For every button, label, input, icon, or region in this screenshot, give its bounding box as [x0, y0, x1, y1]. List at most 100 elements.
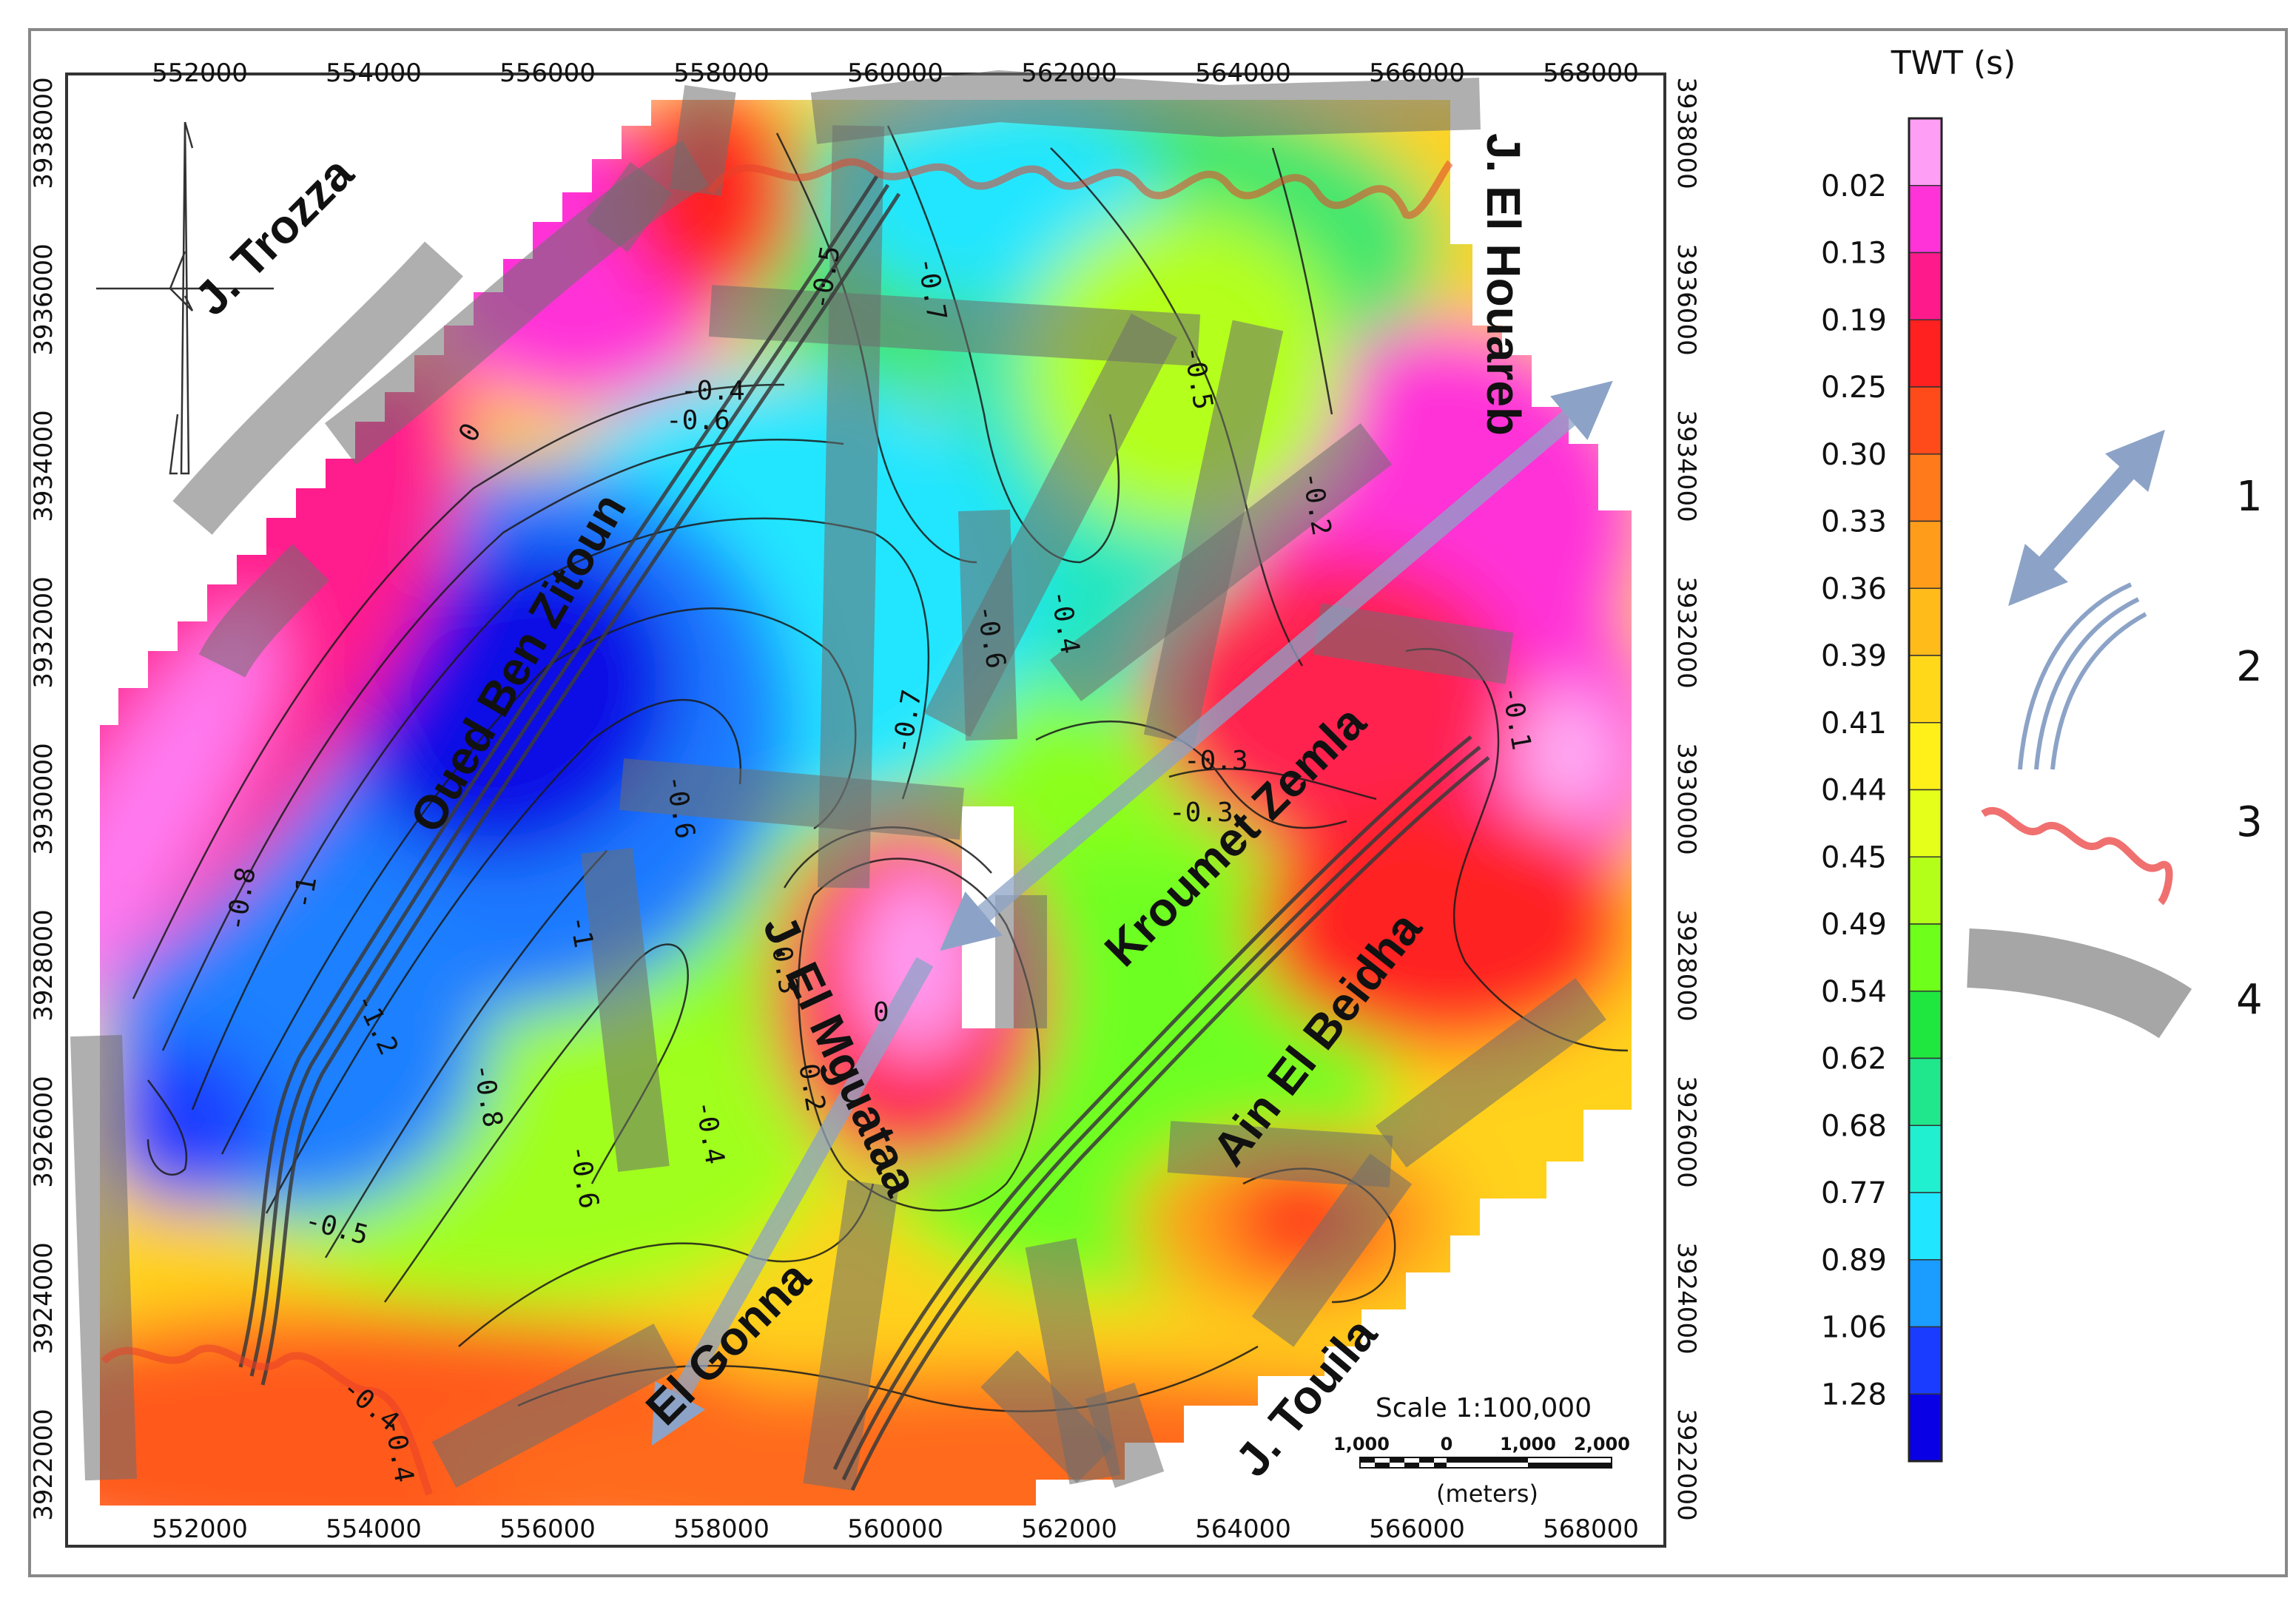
legend-number: 1: [2236, 473, 2263, 521]
colorbar-tick-label: 0.41: [1821, 707, 1887, 741]
contour-lines: [132, 125, 1629, 1412]
colorbar-tick-label: 0.49: [1821, 908, 1887, 942]
x-tick-label: 558000: [673, 1514, 770, 1544]
legend-number: 3: [2236, 798, 2263, 846]
double-arrow-icon: [2008, 429, 2165, 607]
scale-title: Scale 1:100,000: [1376, 1393, 1592, 1423]
colorbar-cell: [1908, 454, 1942, 522]
y-tick-label: 3926000: [1671, 1076, 1701, 1187]
anticline-arrows: [651, 380, 1613, 1446]
colorbar-tick-label: 0.39: [1821, 639, 1887, 673]
colorbar-tick-label: 1.06: [1821, 1311, 1887, 1345]
x-tick-label: 566000: [1369, 58, 1465, 88]
x-tick-label: 568000: [1543, 1514, 1639, 1544]
x-tick-label: 554000: [326, 1514, 422, 1544]
y-tick-label: 3924000: [1671, 1242, 1701, 1354]
x-tick-label: 552000: [152, 1514, 248, 1544]
x-tick-label: 552000: [152, 58, 248, 88]
contour-label: -1: [563, 913, 599, 950]
x-tick-label: 556000: [499, 1514, 596, 1544]
colorbar-cell: [1908, 1057, 1942, 1126]
wavy-lines: [101, 158, 1453, 1496]
colorbar-cell: [1908, 252, 1942, 320]
symbol-legend: 1 2 3 4: [1967, 429, 2263, 1039]
y-tick-label: 3930000: [29, 743, 58, 854]
colorbar-cell: [1908, 319, 1942, 388]
wavy-line-icon: [1981, 806, 2173, 906]
colorbar-tick-label: 0.02: [1821, 169, 1887, 203]
colorbar-tick-label: 0.45: [1821, 840, 1887, 874]
x-tick-label: 564000: [1195, 58, 1291, 88]
y-tick-label: 3934000: [29, 410, 58, 522]
x-tick-label: 558000: [673, 58, 770, 88]
colorbar-cell: [1908, 185, 1942, 254]
colorbar-tick-label: 0.30: [1821, 438, 1887, 472]
contour-label: -0.3: [1169, 798, 1233, 828]
y-tick-label: 3932000: [1671, 576, 1701, 688]
y-tick-label: 3926000: [29, 1076, 58, 1187]
triple-line-icon: [2018, 582, 2147, 770]
colorbar-title: TWT (s): [1891, 44, 2016, 82]
y-tick-label: 3924000: [29, 1242, 58, 1354]
colorbar-cell: [1908, 1326, 1942, 1395]
colorbar-tick-label: 0.36: [1821, 572, 1887, 606]
colorbar-cell: [1908, 118, 1942, 186]
colorbar-cell: [1908, 1125, 1942, 1193]
colorbar-tick-label: 0.25: [1821, 371, 1887, 405]
scale-tick-label: 2,000: [1574, 1434, 1630, 1454]
place-name-j-el-houareb: J. El Houareb: [1477, 133, 1530, 436]
colorbar-tick-label: 0.89: [1821, 1244, 1887, 1278]
contour-label: -0.3: [1184, 746, 1248, 776]
colorbar-tick-label: 0.68: [1821, 1109, 1887, 1143]
y-axis-right: 3938000 3936000 3934000 3932000 3930000 …: [1671, 77, 1701, 1520]
colorbar-cell: [1908, 520, 1942, 589]
y-tick-label: 3928000: [1671, 909, 1701, 1021]
y-tick-label: 3934000: [1671, 410, 1701, 522]
colorbar-cell: [1908, 856, 1942, 925]
y-tick-label: 3938000: [29, 77, 58, 189]
y-tick-label: 3936000: [29, 243, 58, 355]
y-tick-label: 3928000: [29, 909, 58, 1021]
colorbar-labels: 0.02 0.13 0.19 0.25 0.30 0.33 0.36 0.39 0.41 0.44…: [1821, 169, 1887, 1412]
contour-label: 0: [873, 997, 889, 1028]
colorbar: TWT (s) 0.02 0.13 0.19 0.25 0.30 0.33 0.36 0.39…: [1821, 44, 2016, 1463]
x-axis-top: 552000 554000 556000 558000 560000 56200…: [152, 58, 1639, 88]
contour-label: -1: [287, 874, 323, 911]
colorbar-cell: [1908, 1393, 1942, 1462]
y-tick-label: 3938000: [1671, 77, 1701, 189]
colorbar-cells: [1908, 117, 1943, 1463]
colorbar-cell: [1908, 655, 1942, 724]
contour-label: -0.4: [681, 376, 745, 406]
colorbar-cell: [1908, 1259, 1942, 1328]
colorbar-cell: [1908, 923, 1942, 992]
x-tick-label: 560000: [847, 1514, 943, 1544]
north-arrow-icon: [96, 121, 274, 475]
colorbar-cell: [1908, 991, 1942, 1059]
x-tick-label: 562000: [1021, 1514, 1117, 1544]
legend-number: 4: [2236, 976, 2263, 1024]
colorbar-tick-label: 0.33: [1821, 505, 1887, 539]
colorbar-cell: [1908, 722, 1942, 791]
scale-tick-label: 0: [1441, 1434, 1453, 1454]
colorbar-frame: [1908, 117, 1943, 1463]
x-tick-label: 566000: [1369, 1514, 1465, 1544]
y-axis-left: 3938000 3936000 3934000 3932000 3930000 …: [29, 77, 58, 1520]
colorbar-cell: [1908, 587, 1942, 656]
x-tick-label: 560000: [847, 58, 943, 88]
colorbar-tick-label: 0.44: [1821, 774, 1887, 808]
x-tick-label: 556000: [499, 58, 596, 88]
colorbar-cell: [1908, 1192, 1942, 1261]
y-tick-label: 3930000: [1671, 743, 1701, 854]
x-tick-label: 554000: [326, 58, 422, 88]
colorbar-tick-label: 0.19: [1821, 303, 1887, 337]
colorbar-tick-label: 0.77: [1821, 1176, 1887, 1210]
contour-label: -0.6: [666, 405, 730, 436]
thick-band-icon: [1967, 928, 2192, 1039]
x-axis-bottom: 552000 554000 556000 558000 560000 56200…: [152, 1514, 1639, 1544]
x-tick-label: 568000: [1543, 58, 1639, 88]
scale-tick-label: 1,000: [1333, 1434, 1390, 1454]
scale-tick-label: 1,000: [1500, 1434, 1556, 1454]
colorbar-cell: [1908, 789, 1942, 857]
figure-border: [28, 28, 2288, 1577]
